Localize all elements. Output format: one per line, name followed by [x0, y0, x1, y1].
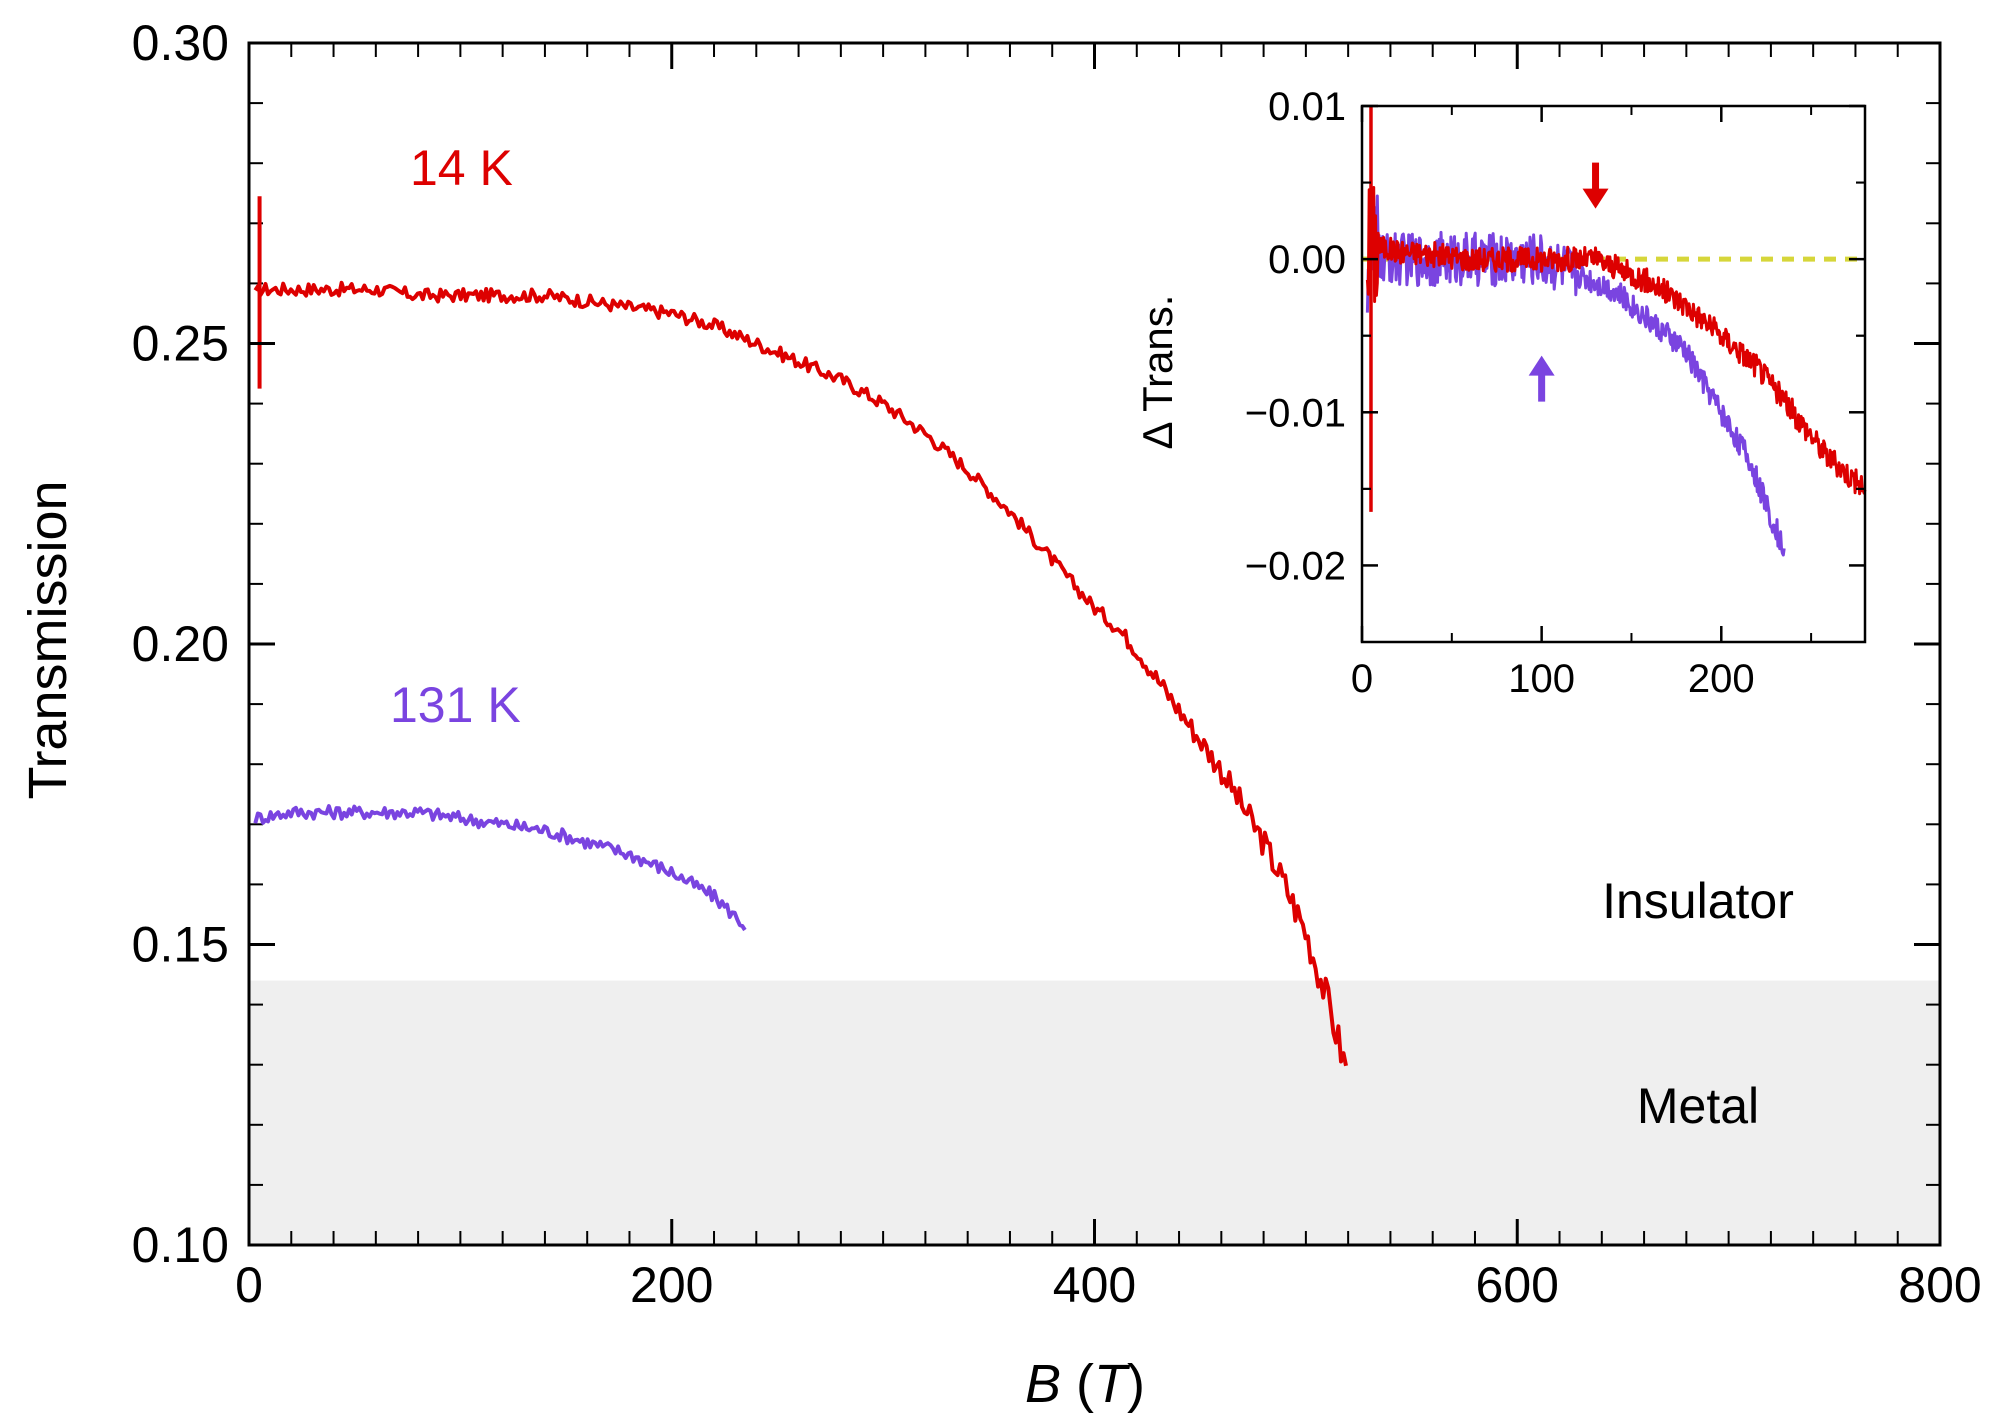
x-tick-label: 0: [235, 1257, 263, 1313]
y-tick-label: 0.30: [132, 15, 229, 71]
y-tick-label: 0.10: [132, 1217, 229, 1273]
inset-x-tick-label: 0: [1351, 657, 1373, 701]
inset-background: [1362, 106, 1865, 642]
x-axis-title: B (T): [1025, 1354, 1145, 1414]
series-label-14k: 14 K: [410, 140, 513, 196]
main-major-ticks: [247, 41, 1942, 1247]
inset-y-tick-labels: 0.01 0.00 −0.01 −0.02: [1245, 85, 1346, 588]
inset-y-tick-label: 0.01: [1268, 85, 1346, 129]
x-tick-label: 200: [630, 1257, 713, 1313]
inset-y-tick-label: 0.00: [1268, 238, 1346, 282]
arrow-head: [1582, 188, 1609, 209]
inset-ticks: [1360, 104, 1865, 643]
inset-arrows: [1528, 162, 1609, 402]
inset-arrow-14-k: [1582, 162, 1609, 209]
region-label-insulator: Insulator: [1602, 873, 1794, 929]
x-tick-label: 400: [1053, 1257, 1136, 1313]
y-tick-label: 0.25: [132, 316, 229, 372]
region-label-metal: Metal: [1637, 1078, 1759, 1134]
y-tick-label: 0.20: [132, 616, 229, 672]
y-axis-title: Transmission: [18, 480, 78, 799]
main-x-tick-labels: 0 200 400 600 800: [235, 1257, 1982, 1313]
inset-x-tick-label: 200: [1688, 657, 1755, 701]
inset-plot-frame: [1360, 104, 1867, 644]
main-y-tick-labels: 0.10 0.15 0.20 0.25 0.30: [132, 15, 229, 1273]
x-tick-label: 600: [1476, 1257, 1559, 1313]
series-line-14-k: [253, 280, 1348, 1067]
inset-x-tick-label: 100: [1508, 657, 1575, 701]
inset-series: [1365, 106, 1867, 557]
inset-y-tick-label: −0.02: [1245, 544, 1346, 588]
series-label-131k: 131 K: [390, 677, 521, 733]
inset-plot: 0 100 200 0.01 0.00 −0.01 −0.02 Δ Trans.: [1134, 85, 1867, 701]
arrow-head: [1528, 355, 1555, 376]
inset-series-line-14-k: [1365, 186, 1867, 496]
series-line-131-k: [253, 804, 747, 932]
inset-x-tick-labels: 0 100 200: [1351, 657, 1755, 701]
main-series: [253, 196, 1348, 1067]
inset-y-tick-label: −0.01: [1245, 391, 1346, 435]
inset-y-axis-title: Δ Trans.: [1134, 295, 1181, 450]
region-metal: [249, 980, 1940, 1245]
y-tick-label: 0.15: [132, 917, 229, 973]
x-tick-label: 800: [1898, 1257, 1981, 1313]
inset-arrow-131-k: [1528, 355, 1555, 402]
